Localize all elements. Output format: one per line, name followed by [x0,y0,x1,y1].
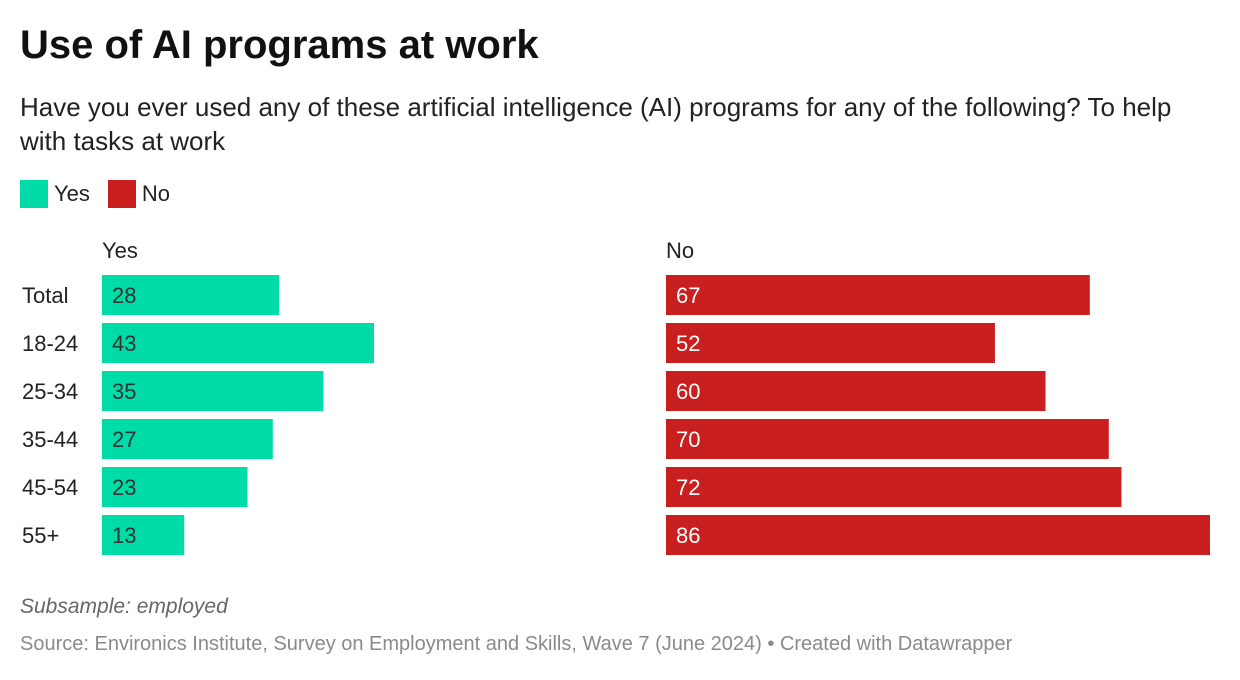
bar-no [666,323,995,363]
bar-value-no: 60 [676,379,700,404]
bar-no [666,419,1109,459]
bar-value-yes: 13 [112,523,136,548]
bar-value-yes: 28 [112,283,136,308]
legend: Yes No [20,178,188,210]
bar-value-no: 86 [676,523,700,548]
legend-label-no: No [141,181,171,206]
legend-swatch-no [107,180,136,208]
legend-swatch-yes [20,180,48,208]
bar-no [666,371,1046,411]
bar-yes [102,467,248,507]
category-label: 35-44 [22,427,78,452]
chart-note: Subsample: employed [20,595,228,618]
bar-chart: Yes No Total 18-24 25-34 35-44 45-54 55+ 28 43 35 2… [22,238,1210,555]
bar-value-no: 67 [676,283,700,308]
chart-subtitle: Have you ever used any of these artifici… [20,92,1172,156]
legend-item-yes: Yes [20,180,90,208]
chart-source: Source: Environics Institute, Survey on … [20,633,1013,655]
chart-title: Use of AI programs at work [20,23,539,67]
bar-value-yes: 35 [112,379,136,404]
bar-no [666,275,1090,315]
category-label: 18-24 [22,331,78,356]
bar-yes [102,515,185,555]
bar-value-no: 52 [676,331,700,356]
category-label: 25-34 [22,379,78,404]
legend-label-yes: Yes [54,181,90,206]
bar-yes [102,419,273,459]
bar-no [666,467,1122,507]
bar-value-yes: 23 [112,475,136,500]
bar-yes [102,371,324,411]
bar-yes [102,275,280,315]
legend-item-no: No [107,180,171,208]
bar-value-no: 70 [676,427,700,452]
bar-value-no: 72 [676,475,700,500]
category-label: 55+ [22,523,59,548]
bar-yes [102,323,374,363]
panel-header-yes: Yes [102,238,138,263]
bar-value-yes: 43 [112,331,136,356]
panel-header-no: No [666,238,694,263]
bar-no [666,515,1210,555]
category-label: Total [22,283,68,308]
bar-value-yes: 27 [112,427,136,452]
category-label: 45-54 [22,475,78,500]
